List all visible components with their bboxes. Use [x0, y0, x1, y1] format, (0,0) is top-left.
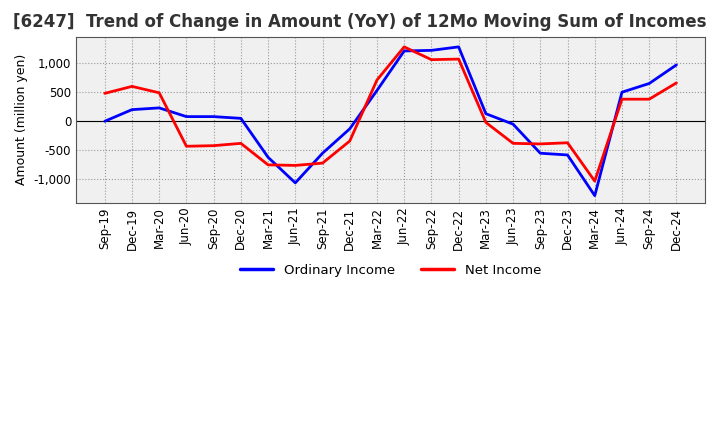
Ordinary Income — [264, 154, 272, 160]
Ordinary Income — [509, 121, 518, 127]
Net Income — [237, 141, 246, 146]
Net Income — [400, 44, 408, 50]
Net Income — [454, 56, 463, 62]
Net Income — [509, 141, 518, 146]
Ordinary Income — [318, 150, 327, 156]
Ordinary Income — [182, 114, 191, 119]
Net Income — [318, 161, 327, 166]
Ordinary Income — [482, 111, 490, 116]
Ordinary Income — [346, 126, 354, 132]
Ordinary Income — [210, 114, 218, 119]
Legend: Ordinary Income, Net Income: Ordinary Income, Net Income — [235, 259, 546, 282]
Net Income — [100, 91, 109, 96]
Net Income — [373, 77, 382, 83]
Ordinary Income — [100, 119, 109, 124]
Line: Ordinary Income: Ordinary Income — [104, 47, 676, 196]
Net Income — [618, 96, 626, 102]
Net Income — [645, 96, 654, 102]
Net Income — [563, 140, 572, 145]
Ordinary Income — [563, 152, 572, 158]
Ordinary Income — [400, 48, 408, 54]
Ordinary Income — [536, 150, 544, 156]
Text: [6247]  Trend of Change in Amount (YoY) of 12Mo Moving Sum of Incomes: [6247] Trend of Change in Amount (YoY) o… — [13, 13, 707, 31]
Net Income — [210, 143, 218, 148]
Net Income — [264, 162, 272, 168]
Net Income — [182, 143, 191, 149]
Y-axis label: Amount (million yen): Amount (million yen) — [15, 54, 28, 185]
Ordinary Income — [237, 116, 246, 121]
Ordinary Income — [590, 193, 599, 198]
Net Income — [672, 80, 680, 85]
Ordinary Income — [645, 81, 654, 86]
Ordinary Income — [373, 88, 382, 93]
Net Income — [291, 163, 300, 168]
Ordinary Income — [291, 180, 300, 186]
Ordinary Income — [127, 107, 136, 112]
Net Income — [427, 57, 436, 62]
Net Income — [127, 84, 136, 89]
Net Income — [155, 90, 163, 95]
Ordinary Income — [427, 48, 436, 53]
Line: Net Income: Net Income — [104, 47, 676, 181]
Ordinary Income — [672, 62, 680, 67]
Ordinary Income — [155, 105, 163, 110]
Net Income — [536, 141, 544, 147]
Net Income — [482, 120, 490, 125]
Net Income — [346, 139, 354, 144]
Ordinary Income — [618, 90, 626, 95]
Net Income — [590, 179, 599, 184]
Ordinary Income — [454, 44, 463, 50]
